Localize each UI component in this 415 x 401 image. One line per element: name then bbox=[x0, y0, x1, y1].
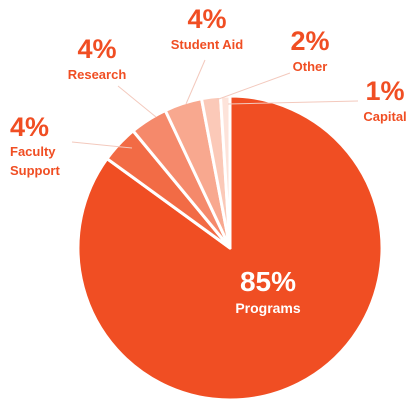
category-label: Research bbox=[67, 67, 127, 82]
leader-line bbox=[227, 100, 359, 105]
slice-label: 85% Programs bbox=[208, 268, 328, 319]
pie bbox=[76, 94, 384, 401]
value-label: 4% bbox=[187, 4, 227, 34]
value-label: 4% bbox=[10, 112, 50, 142]
leader-line bbox=[215, 72, 291, 101]
slice-label: 1% Capital bbox=[350, 78, 415, 127]
category-label: Capital bbox=[363, 109, 407, 124]
pie-slice bbox=[218, 94, 232, 250]
category-label: Programs bbox=[235, 300, 301, 316]
value-label: 85% bbox=[239, 266, 297, 297]
leader-line bbox=[185, 59, 206, 105]
category-label: Student Aid bbox=[170, 37, 244, 52]
slice-label: 4% Student Aid bbox=[152, 6, 262, 55]
category-label: Faculty Support bbox=[10, 144, 60, 178]
value-label: 4% bbox=[77, 34, 117, 64]
slice-label: 2% Other bbox=[275, 28, 345, 77]
leader-lines bbox=[71, 59, 359, 149]
value-label: 2% bbox=[290, 26, 330, 56]
leader-line bbox=[71, 141, 133, 149]
category-label: Other bbox=[292, 59, 328, 74]
slice-label: 4% Faculty Support bbox=[10, 114, 74, 181]
slice-label: 4% Research bbox=[52, 36, 142, 85]
leader-line bbox=[117, 85, 157, 118]
value-label: 1% bbox=[365, 76, 405, 106]
